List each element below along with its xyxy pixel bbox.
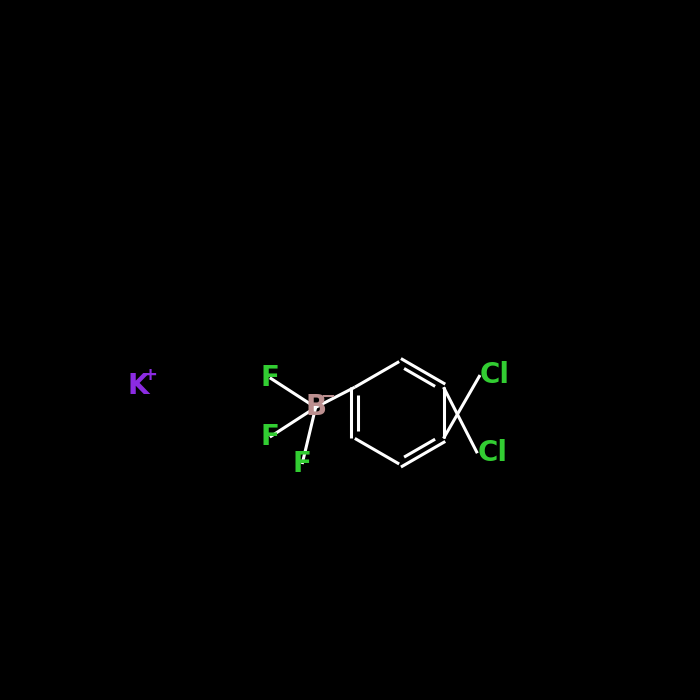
Text: Cl: Cl xyxy=(477,439,508,467)
Text: F: F xyxy=(260,423,279,451)
Text: F: F xyxy=(293,450,312,478)
Text: K: K xyxy=(127,372,148,400)
Text: +: + xyxy=(142,366,157,384)
Text: F: F xyxy=(260,364,279,392)
Text: −: − xyxy=(320,388,335,405)
Text: Cl: Cl xyxy=(480,361,510,389)
Text: B: B xyxy=(305,393,326,421)
